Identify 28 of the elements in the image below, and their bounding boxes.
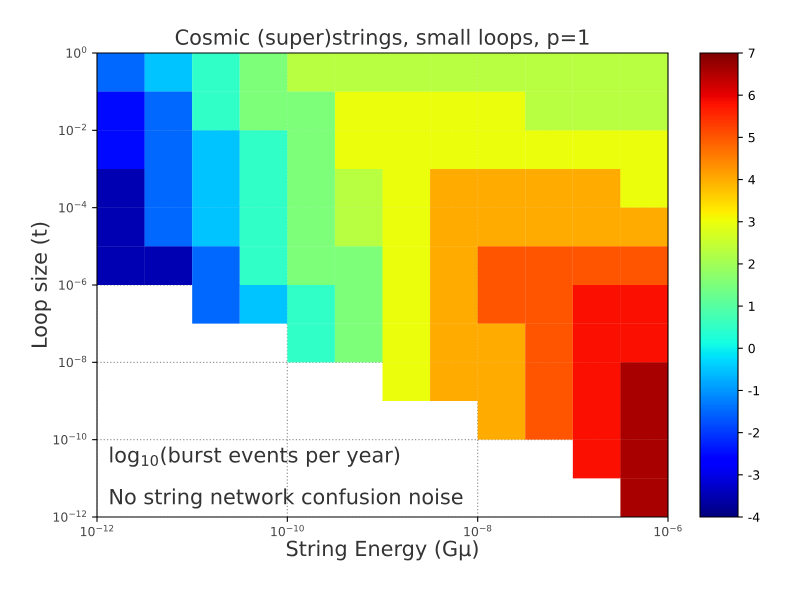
y-tick-label: 10$^{−6}$ bbox=[59, 278, 86, 290]
x-tick-label: 10$^{−6}$ bbox=[654, 524, 682, 536]
color-bar-label: -3 bbox=[748, 470, 760, 480]
color-bar-label: 4 bbox=[748, 175, 755, 184]
color-bar-label: -1 bbox=[748, 386, 760, 396]
color-bar-label: 3 bbox=[748, 217, 755, 227]
y-axis-title: Loop size (t) bbox=[30, 222, 52, 347]
color-bar-label: 1 bbox=[749, 302, 755, 311]
y-tick-label: 10$^{−8}$ bbox=[59, 356, 86, 368]
color-bar-label: 5 bbox=[748, 133, 755, 142]
color-bar-label: 0 bbox=[748, 344, 755, 354]
y-tick-label: 10$^{−12}$ bbox=[54, 510, 86, 522]
color-bar-label: 6 bbox=[748, 90, 755, 100]
x-tick-label: 10$^{−12}$ bbox=[80, 524, 114, 536]
y-tick-label: 10$^{−10}$ bbox=[54, 433, 86, 444]
color-bar-label: -4 bbox=[748, 512, 760, 522]
x-axis-title: String Energy (Gμ) bbox=[286, 540, 478, 560]
color-bar-label: -2 bbox=[748, 428, 759, 438]
y-tick-label: 10$^{−2}$ bbox=[59, 124, 86, 136]
color-bar-label: 2 bbox=[748, 259, 754, 269]
color-bar-label: 7 bbox=[748, 48, 755, 58]
x-tick-label: 10$^{−8}$ bbox=[464, 524, 492, 536]
annotation: log$_{10}$(burst events per year) bbox=[110, 446, 400, 467]
y-tick-label: 10$^{0}$ bbox=[66, 46, 86, 58]
y-tick-label: 10$^{−4}$ bbox=[59, 201, 86, 213]
chart-title: Cosmic (super)strings, small loops, p=1 bbox=[176, 28, 588, 49]
x-tick-label: 10$^{−10}$ bbox=[271, 524, 304, 536]
annotation: No string network confusion noise bbox=[110, 488, 462, 509]
